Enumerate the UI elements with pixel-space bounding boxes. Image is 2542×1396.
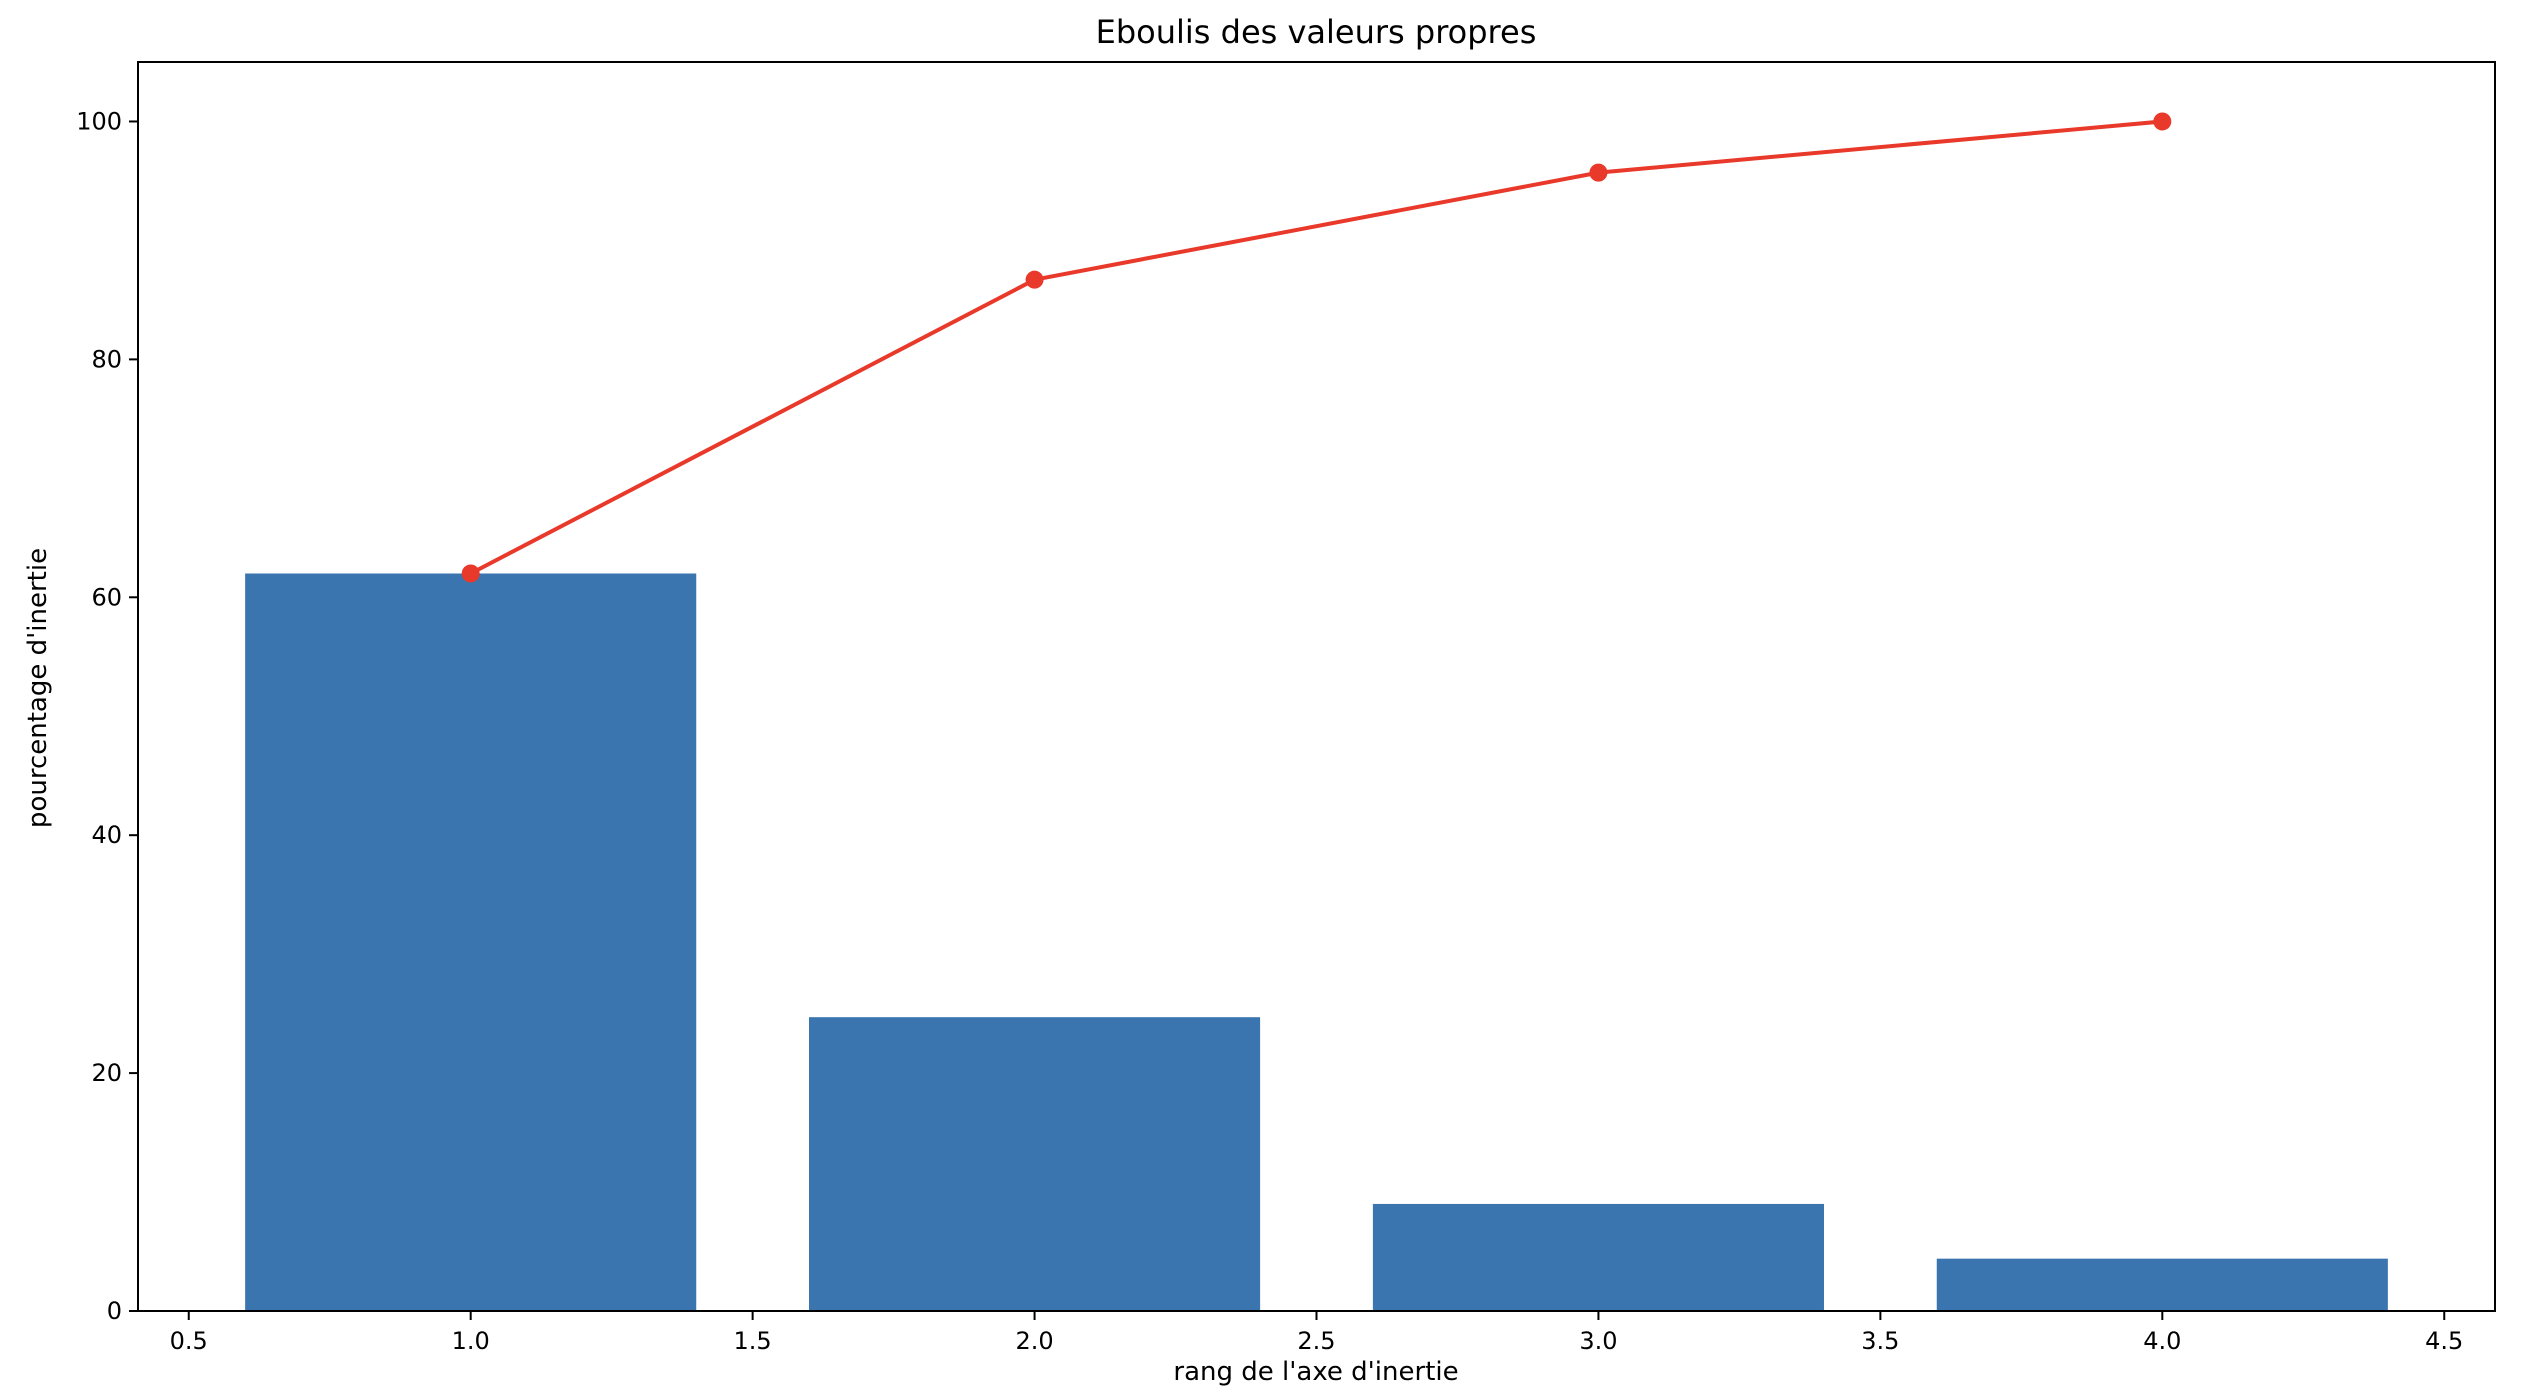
x-tick-label: 2.5 [1297, 1327, 1335, 1355]
x-tick-label: 3.0 [1579, 1327, 1617, 1355]
chart-title: Eboulis des valeurs propres [1096, 13, 1537, 51]
x-tick-label: 1.5 [734, 1327, 772, 1355]
bar-2 [809, 1017, 1261, 1311]
plot-frame [137, 61, 2496, 1312]
y-tick-label: 60 [91, 583, 122, 611]
x-tick-label: 4.5 [2425, 1327, 2463, 1355]
cumulative-line [469, 119, 2163, 576]
y-tick-label: 20 [91, 1059, 122, 1087]
y-axis-label: pourcentage d'inertie [23, 548, 53, 828]
cumulative-point-4 [2153, 112, 2172, 131]
bars-layer [245, 573, 2388, 1311]
cumulative-point-1 [461, 564, 480, 583]
bar-1 [245, 573, 697, 1311]
y-tick-label: 40 [91, 821, 122, 849]
x-tick-label: 4.0 [2143, 1327, 2181, 1355]
x-tick-label: 0.5 [170, 1327, 208, 1355]
x-axis-label: rang de l'axe d'inertie [1173, 1357, 1458, 1387]
cumulative-point-3 [1589, 163, 1608, 182]
cumulative-point-2 [1025, 270, 1044, 289]
y-tick-label: 80 [91, 345, 122, 373]
x-tick-label: 2.0 [1015, 1327, 1053, 1355]
x-tick-label: 3.5 [1861, 1327, 1899, 1355]
y-tick-label: 0 [107, 1297, 122, 1325]
bar-3 [1372, 1203, 1824, 1311]
x-tick-label: 1.0 [452, 1327, 490, 1355]
y-axis-ticks: 0 20 40 60 80 100 [76, 107, 138, 1325]
cumulative-line-layer [461, 112, 2172, 583]
bar-4 [1936, 1258, 2388, 1311]
x-axis-ticks: 0.5 1.0 1.5 2.0 2.5 3.0 3.5 4.0 4.5 [170, 1311, 2463, 1355]
y-tick-label: 100 [76, 107, 122, 135]
